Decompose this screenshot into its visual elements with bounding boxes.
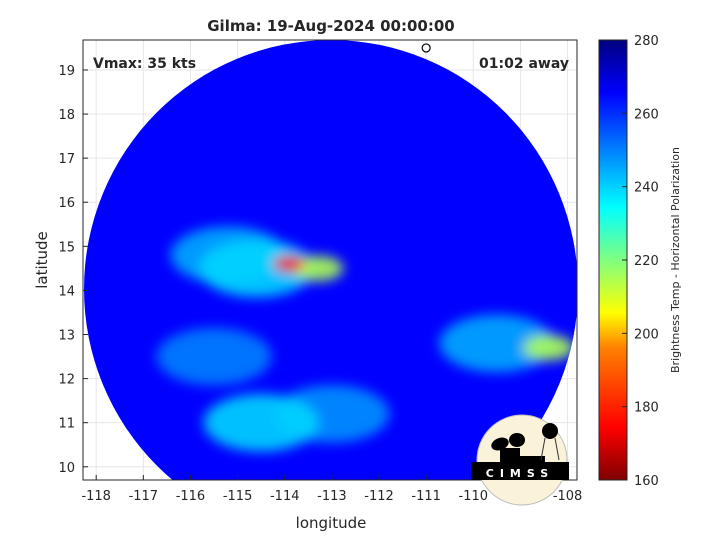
colorbar-tick-label: 260 (634, 107, 659, 122)
y-tick-label: 19 (58, 64, 75, 79)
colorbar-tick-label: 160 (634, 474, 659, 489)
y-tick-label: 17 (58, 152, 75, 167)
y-axis-label: latitude (33, 231, 51, 289)
brightness-feature (273, 255, 306, 272)
brightness-feature (523, 334, 575, 361)
y-tick-label: 11 (58, 417, 75, 432)
y-tick-label: 12 (58, 373, 75, 388)
swath (84, 40, 577, 480)
x-tick-label: -118 (81, 489, 111, 504)
x-tick-label: -116 (176, 489, 206, 504)
axes-box (82, 39, 578, 481)
x-tick-label: -114 (270, 489, 300, 504)
cimss-logo-text: CIMSS (486, 467, 554, 480)
x-tick-label: -117 (129, 489, 159, 504)
y-tick-label: 15 (58, 240, 75, 255)
vmax-annotation: Vmax: 35 kts (93, 56, 196, 72)
colorbar-label: Brightness Temp - Horizontal Polarizatio… (669, 147, 682, 373)
chart-title: Gilma: 19-Aug-2024 00:00:00 (207, 17, 455, 35)
storm-center-icon (421, 43, 431, 53)
x-tick-label: -108 (553, 489, 583, 504)
x-tick-label: -113 (317, 489, 347, 504)
y-tick-label: 16 (58, 196, 75, 211)
brightness-feature (198, 239, 315, 298)
time-away-annotation: 01:02 away (479, 56, 569, 72)
colorbar-tick-label: 220 (634, 254, 659, 269)
brightness-feature (156, 327, 272, 386)
x-tick-label: -115 (223, 489, 253, 504)
y-tick-label: 10 (58, 461, 75, 476)
x-axis-label: longitude (296, 514, 367, 532)
colorbar-tick-label: 280 (634, 34, 659, 49)
brightness-feature (439, 314, 555, 373)
colorbar-tick-label: 180 (634, 401, 659, 416)
cimss-logo: CIMSS (471, 414, 569, 506)
x-tick-label: -110 (459, 489, 489, 504)
brightness-feature (203, 393, 319, 452)
x-tick-label: -112 (364, 489, 394, 504)
storm-marker (421, 43, 431, 53)
y-tick-label: 13 (58, 329, 75, 344)
colorbar-tick-label: 240 (634, 181, 659, 196)
y-tick-label: 14 (58, 284, 75, 299)
colorbar-tick-label: 200 (634, 327, 659, 342)
x-tick-label: -111 (411, 489, 441, 504)
y-tick-label: 18 (58, 108, 75, 123)
